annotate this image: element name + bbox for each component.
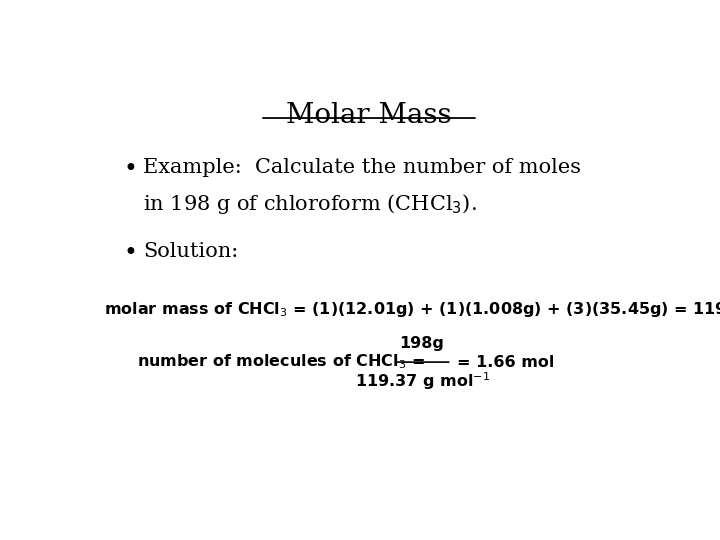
Text: = 1.66 mol: = 1.66 mol — [457, 355, 554, 369]
Text: 198g: 198g — [400, 336, 444, 351]
Text: 119.37 g mol$^{-1}$: 119.37 g mol$^{-1}$ — [354, 370, 490, 392]
Text: molar mass of CHCl$_3$ = (1)(12.01g) + (1)(1.008g) + (3)(35.45g) = 119.37g: molar mass of CHCl$_3$ = (1)(12.01g) + (… — [104, 300, 720, 319]
Text: •: • — [124, 241, 138, 265]
Text: •: • — [124, 158, 138, 181]
Text: Example:  Calculate the number of moles: Example: Calculate the number of moles — [143, 158, 581, 177]
Text: Solution:: Solution: — [143, 241, 238, 260]
Text: in 198 g of chloroform (CHCl$_3$).: in 198 g of chloroform (CHCl$_3$). — [143, 192, 477, 215]
Text: Molar Mass: Molar Mass — [286, 102, 452, 129]
Text: number of molecules of CHCl$_3$ =: number of molecules of CHCl$_3$ = — [138, 353, 427, 372]
